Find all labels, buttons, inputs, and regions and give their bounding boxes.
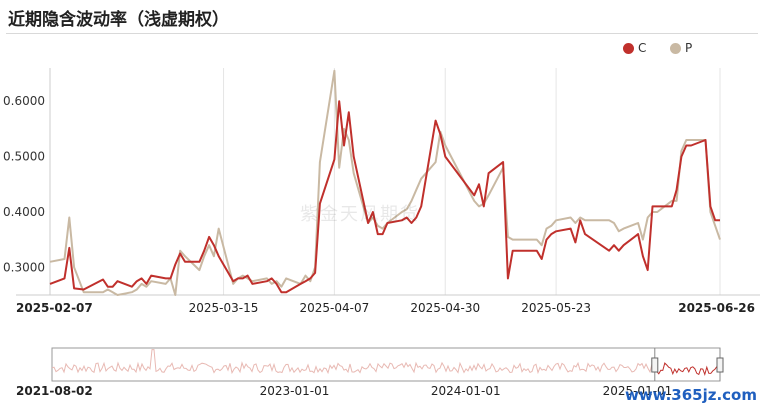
x-tick-label: 2025-03-15 xyxy=(189,301,259,315)
watermark: 紫金天风期货 xyxy=(300,204,420,225)
navigator-handle-right[interactable] xyxy=(716,357,724,373)
title-divider xyxy=(6,33,758,34)
y-tick-label: 0.6000 xyxy=(3,94,45,108)
navigator-trace xyxy=(51,349,655,375)
legend-p-label: P xyxy=(685,41,693,55)
y-tick-label: 0.5000 xyxy=(3,150,45,164)
navigator-tick-label: 2021-08-02 xyxy=(16,384,93,398)
legend-item-c[interactable]: C xyxy=(623,41,646,55)
navigator-tick-label: 2024-01-01 xyxy=(431,384,501,398)
x-tick-label: 2025-04-07 xyxy=(300,301,370,315)
chart-title: 近期隐含波动率（浅虚期权） xyxy=(8,10,229,30)
legend-item-p[interactable]: P xyxy=(670,41,692,55)
x-tick-label: 2025-02-07 xyxy=(16,301,93,315)
site-watermark: www.365jz.com xyxy=(624,386,757,404)
legend-c-marker xyxy=(623,42,634,54)
navigator-tick-label: 2023-01-01 xyxy=(260,384,330,398)
navigator-handle-left[interactable] xyxy=(651,357,659,373)
x-tick-label: 2025-04-30 xyxy=(410,301,480,315)
x-tick-label: 2025-06-26 xyxy=(678,301,755,315)
y-tick-label: 0.3000 xyxy=(3,260,45,274)
x-tick-label: 2025-05-23 xyxy=(521,301,591,315)
y-tick-label: 0.4000 xyxy=(3,205,45,219)
legend-p-marker xyxy=(670,42,681,54)
series-line-p xyxy=(49,69,721,296)
navigator-selected-trace xyxy=(654,362,720,377)
legend-c-label: C xyxy=(638,41,647,55)
navigator-tick-label: 2025-01-01 xyxy=(603,384,673,398)
series-line-c xyxy=(49,100,720,294)
